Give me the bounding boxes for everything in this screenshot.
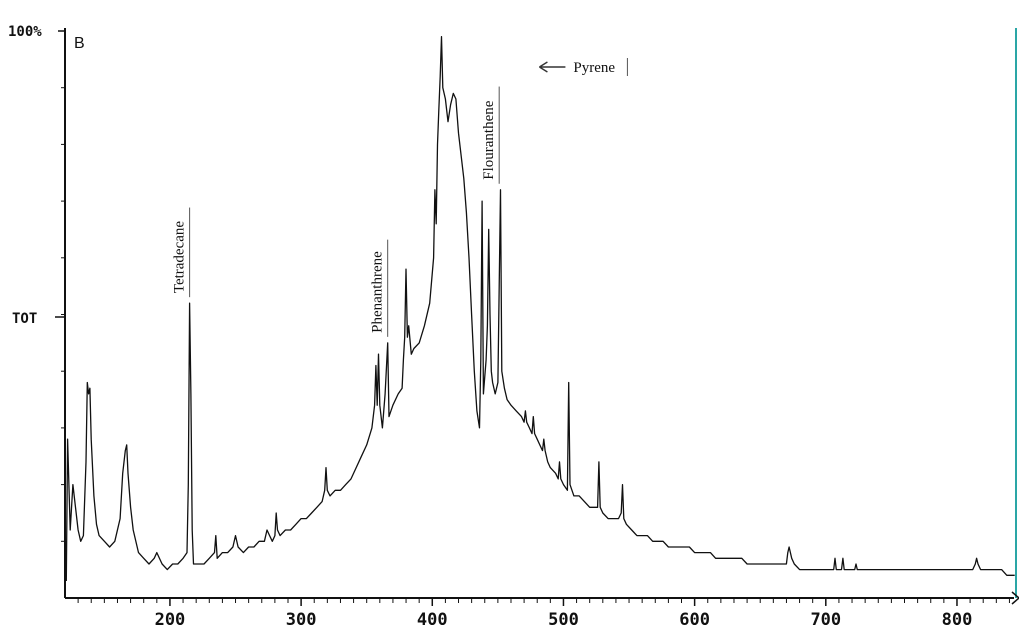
annotation-label: Phenanthrene: [370, 251, 386, 333]
x-tick-label: 200: [155, 610, 186, 629]
x-tick-label: 400: [417, 610, 448, 629]
x-tick-label: 700: [810, 610, 841, 629]
annotation-label: Flouranthene: [481, 100, 497, 179]
x-axis-end-arrow: [1011, 591, 1019, 605]
annotation-group: Phenanthrene: [370, 239, 389, 337]
annotation-label: Pyrene: [573, 60, 615, 76]
y-top-label: 100%: [8, 24, 42, 40]
x-tick-label: 500: [548, 610, 579, 629]
annotations: Tetradecane Phenanthrene Flouranthene Pyren…: [172, 58, 628, 337]
panel-label: B: [74, 35, 85, 52]
annotation-group: Tetradecane: [172, 207, 191, 298]
y-mid-label: TOT: [12, 311, 37, 327]
series-group: [65, 36, 1015, 582]
x-ticks: [77, 598, 1010, 606]
x-tick-label: 600: [679, 610, 710, 629]
x-tick-label: 800: [942, 610, 973, 629]
series-line: [65, 36, 1015, 582]
x-tick-label: 300: [286, 610, 317, 629]
annotation-arrow: [539, 61, 566, 73]
annotation-label: Tetradecane: [172, 221, 188, 294]
x-tick-labels: 200 300 400 500 600 700 800: [155, 610, 973, 629]
annotation-group: Flouranthene: [481, 86, 500, 184]
y-minor-ticks: [61, 87, 65, 542]
